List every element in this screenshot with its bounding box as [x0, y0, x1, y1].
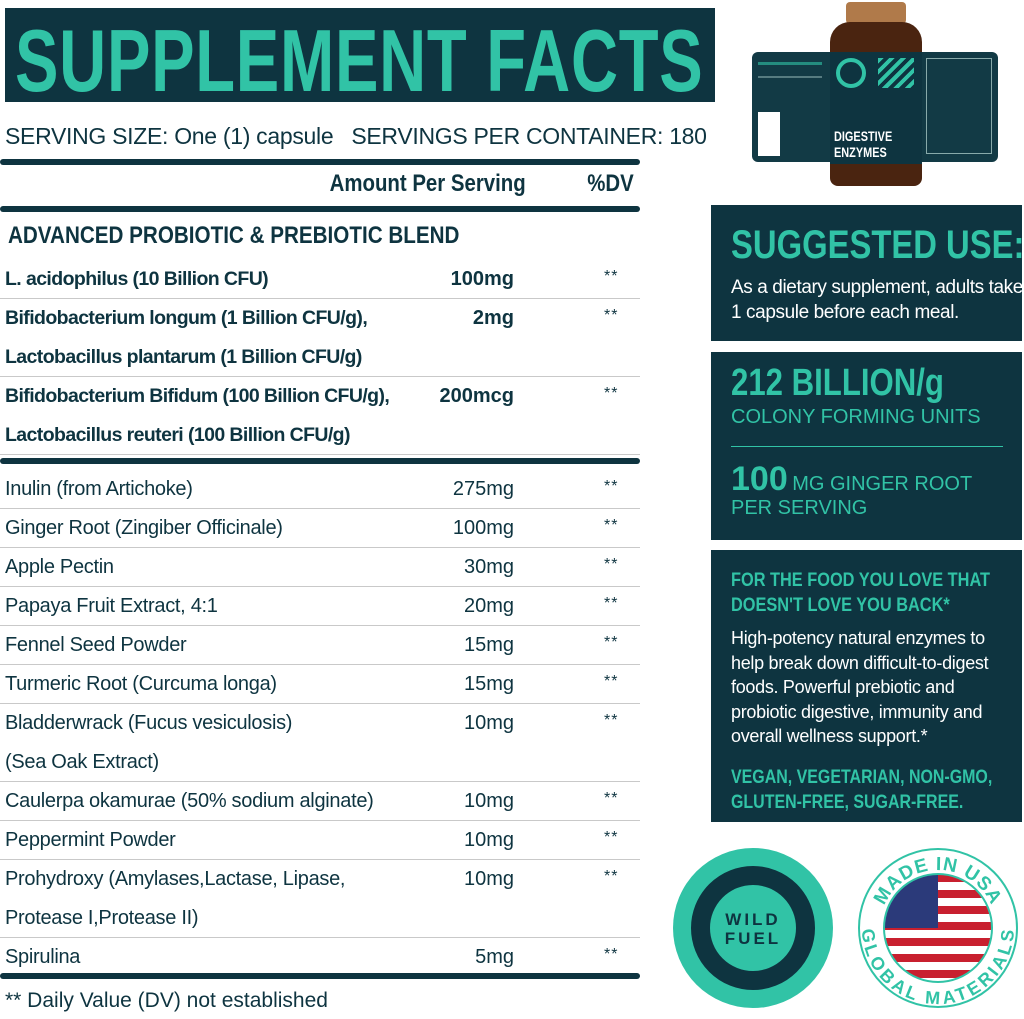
barcode	[758, 112, 780, 156]
ingredient-amount: 10mg	[463, 829, 514, 851]
table-row: Prohydroxy (Amylases,Lactase, Lipase, Pro…	[0, 860, 640, 938]
ginger-value: 100	[731, 460, 788, 498]
ingredient-amount: 100mg	[450, 268, 514, 290]
bottle-text: ENZYMES	[834, 144, 887, 160]
promo-body: High-potency natural enzymes to help bre…	[731, 628, 989, 746]
ingredient-name: (Sea Oak Extract)	[5, 751, 159, 773]
serving-info: SERVING SIZE: One (1) capsule SERVINGS PE…	[5, 123, 707, 150]
ingredient-dv: **	[604, 385, 619, 402]
promo-panel: FOR THE FOOD YOU LOVE THAT DOESN'T LOVE …	[711, 550, 1022, 822]
ingredient-dv: **	[604, 478, 619, 495]
table-row: Papaya Fruit Extract, 4:1 20mg **	[0, 587, 640, 626]
bottle-text: DIGESTIVE	[834, 128, 893, 144]
suggested-use-title: SUGGESTED USE:	[731, 223, 1024, 267]
ingredient-dv: **	[604, 307, 619, 324]
table-row: Apple Pectin 30mg **	[0, 548, 640, 587]
ingredient-name: Protease I,Protease II)	[5, 907, 199, 929]
ingredient-amount: 100mg	[452, 517, 514, 539]
ingredient-amount: 5mg	[475, 946, 514, 968]
cfu-label: COLONY FORMING UNITS	[731, 406, 981, 428]
dv-header: %DV	[587, 170, 634, 197]
ingredient-amount: 10mg	[463, 712, 514, 734]
bottle-cap	[846, 2, 906, 24]
ingredient-name: L. acidophilus (10 Billion CFU)	[5, 268, 269, 290]
serving-size: SERVING SIZE: One (1) capsule	[5, 123, 334, 149]
blend-title: ADVANCED PROBIOTIC & PREBIOTIC BLEND	[8, 222, 460, 249]
ingredient-amount: 15mg	[463, 634, 514, 656]
made-in-usa-badge: MADE IN USA GLOBAL MATERIALS	[858, 848, 1018, 1008]
ingredient-name: Bifidobacterium longum (1 Billion CFU/g)…	[5, 307, 368, 329]
divider	[0, 973, 640, 979]
table-row: L. acidophilus (10 Billion CFU) 100mg **	[0, 260, 640, 299]
ingredient-dv: **	[604, 712, 619, 729]
ingredient-amount: 10mg	[463, 868, 514, 890]
table-row: Caulerpa okamurae (50% sodium alginate) 1…	[0, 782, 640, 821]
ingredient-amount: 15mg	[463, 673, 514, 695]
table-row: Spirulina 5mg **	[0, 938, 640, 977]
ingredient-name: Lactobacillus reuteri (100 Billion CFU/g…	[5, 424, 350, 446]
divider	[0, 458, 640, 464]
ingredient-dv: **	[604, 829, 619, 846]
amount-header: Amount Per Serving	[329, 170, 526, 197]
cfu-value: 212 BILLION/g	[731, 362, 944, 404]
ingredient-dv: **	[604, 268, 619, 285]
promo-headline: FOR THE FOOD YOU LOVE THAT DOESN'T LOVE …	[731, 570, 991, 616]
ingredient-amount: 2mg	[472, 307, 514, 329]
table-row: Bifidobacterium Bifidum (100 Billion CFU…	[0, 377, 640, 455]
ingredient-dv: **	[604, 673, 619, 690]
ingredient-name: Caulerpa okamurae (50% sodium alginate)	[5, 790, 374, 812]
ingredient-name: Fennel Seed Powder	[5, 634, 187, 656]
ingredient-amount: 200mcg	[439, 385, 515, 407]
ingredient-amount: 275mg	[452, 478, 514, 500]
ingredient-name: Turmeric Root (Curcuma longa)	[5, 673, 277, 695]
ginger-label: PER SERVING	[731, 497, 868, 519]
ingredient-name: Peppermint Powder	[5, 829, 176, 851]
table-row: Peppermint Powder 10mg **	[0, 821, 640, 860]
divider	[731, 446, 1003, 447]
wild-fuel-logo: WILD FUEL	[673, 848, 833, 1008]
ingredient-name: Lactobacillus plantarum (1 Billion CFU/g…	[5, 346, 362, 368]
ingredient-amount: 30mg	[463, 556, 514, 578]
brand-icon	[836, 58, 866, 88]
ingredient-name: Spirulina	[5, 946, 81, 968]
suggested-use-panel: SUGGESTED USE: As a dietary supplement, …	[711, 205, 1024, 341]
ingredient-name: Bladderwrack (Fucus vesiculosis)	[5, 712, 293, 734]
ingredient-dv: **	[604, 595, 619, 612]
ingredient-dv: **	[604, 517, 619, 534]
table-row: Inulin (from Artichoke) 275mg **	[0, 470, 640, 509]
footnote: ** Daily Value (DV) not established	[5, 989, 328, 1012]
ingredient-dv: **	[604, 556, 619, 573]
table-row: Ginger Root (Zingiber Officinale) 100mg **	[0, 509, 640, 548]
servings-per-container: SERVINGS PER CONTAINER: 180	[351, 123, 707, 149]
divider	[0, 206, 640, 212]
ingredient-amount: 20mg	[463, 595, 514, 617]
page-title: SUPPLEMENT FACTS	[15, 11, 704, 110]
logo-text: WILD	[725, 910, 781, 929]
ingredient-dv: **	[604, 634, 619, 651]
bottle-label: DIGESTIVE ENZYMES	[830, 52, 922, 164]
table-row: Fennel Seed Powder 15mg **	[0, 626, 640, 665]
ingredient-name: Inulin (from Artichoke)	[5, 478, 193, 500]
ingredient-name: Ginger Root (Zingiber Officinale)	[5, 517, 283, 539]
logo-text: FUEL	[724, 929, 782, 948]
ingredient-name: Apple Pectin	[5, 556, 114, 578]
ingredient-amount: 10mg	[463, 790, 514, 812]
mini-facts	[926, 58, 992, 154]
ingredient-dv: **	[604, 790, 619, 807]
table-row: Bifidobacterium longum (1 Billion CFU/g)…	[0, 299, 640, 377]
title-banner: SUPPLEMENT FACTS	[5, 8, 715, 110]
ingredient-dv: **	[604, 868, 619, 885]
ingredient-dv: **	[604, 946, 619, 963]
ingredient-name: Bifidobacterium Bifidum (100 Billion CFU…	[5, 385, 390, 407]
divider	[0, 159, 640, 165]
suggested-use-text: As a dietary supplement, adults take 1 c…	[731, 277, 1023, 323]
table-row: Turmeric Root (Curcuma longa) 15mg **	[0, 665, 640, 704]
table-row: Bladderwrack (Fucus vesiculosis) (Sea Oak…	[0, 704, 640, 782]
promo-claims: VEGAN, VEGETARIAN, NON-GMO, GLUTEN-FREE,…	[731, 767, 993, 813]
ingredient-name: Prohydroxy (Amylases,Lactase, Lipase,	[5, 868, 346, 890]
ingredient-name: Papaya Fruit Extract, 4:1	[5, 595, 218, 617]
stats-panel: 212 BILLION/g COLONY FORMING UNITS 100 M…	[711, 352, 1022, 540]
ginger-label: MG GINGER ROOT	[792, 473, 973, 495]
